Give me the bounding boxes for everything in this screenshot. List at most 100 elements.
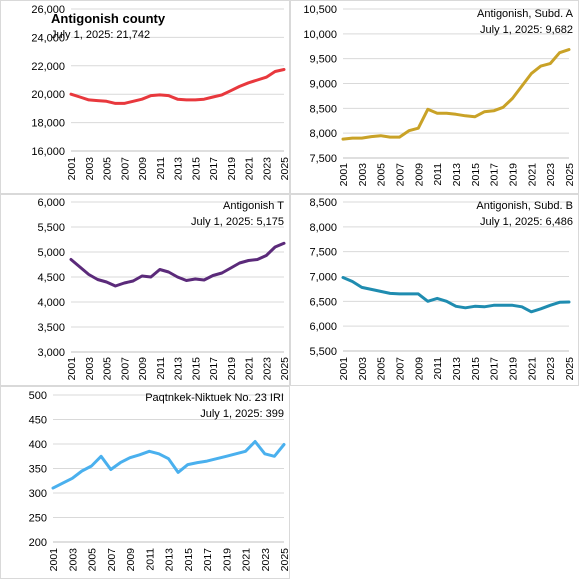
- y-tick-label: 7,500: [309, 247, 337, 259]
- chart-panel-antigonish-county: 16,000 18,000 20,000 22,000 24,000 26,000 2001…: [0, 0, 291, 194]
- x-tick-label: 2013: [451, 357, 463, 381]
- x-tick-label: 2005: [102, 157, 114, 181]
- x-tick-label: 2007: [119, 157, 131, 181]
- x-tick-label: 2017: [208, 357, 220, 381]
- y-tick-label: 22,000: [31, 61, 65, 73]
- x-tick-label: 2001: [66, 357, 78, 381]
- chart-title: Antigonish, Subd. B: [476, 200, 573, 212]
- x-tick-label: 2005: [376, 163, 388, 187]
- y-tick-label: 5,500: [37, 222, 65, 234]
- chart-subtitle: July 1, 2025: 399: [200, 408, 284, 420]
- x-tick-label: 2013: [164, 548, 176, 572]
- x-tick-label: 2025: [564, 357, 576, 381]
- x-tick-label: 2011: [432, 357, 444, 380]
- x-tick-label: 2007: [106, 548, 118, 572]
- x-tick-label: 2021: [244, 157, 256, 181]
- chart-title: Antigonish T: [223, 200, 284, 212]
- y-tick-label: 9,500: [309, 54, 337, 66]
- x-tick-label: 2023: [260, 548, 272, 572]
- x-tick-label: 2003: [84, 157, 96, 181]
- y-tick-label: 7,000: [309, 272, 337, 284]
- x-tick-label: 2021: [244, 357, 256, 381]
- x-tick-label: 2017: [489, 163, 501, 187]
- x-tick-label: 2019: [508, 163, 520, 187]
- x-tick-label: 2007: [395, 357, 407, 381]
- x-tick-label: 2019: [508, 357, 520, 381]
- y-tick-label: 3,500: [37, 322, 65, 334]
- chart-panel-subd-a: 7,500 8,000 8,500 9,000 9,500 10,000 10,500 200…: [290, 0, 579, 194]
- x-tick-label: 2007: [395, 163, 407, 187]
- x-tick-label: 2019: [226, 357, 238, 381]
- y-tick-label: 18,000: [31, 118, 65, 130]
- x-tick-label: 2003: [357, 357, 369, 381]
- y-tick-label: 4,500: [37, 272, 65, 284]
- y-tick-label: 8,500: [309, 103, 337, 115]
- x-tick-label: 2023: [261, 157, 273, 181]
- y-tick-label: 7,500: [309, 153, 337, 165]
- series-line: [51, 440, 286, 490]
- y-tick-label: 6,000: [309, 321, 337, 333]
- x-tick-label: 2009: [137, 357, 149, 381]
- y-tick-label: 500: [29, 390, 47, 402]
- x-tick-label: 2005: [87, 548, 99, 572]
- x-tick-label: 2005: [102, 357, 114, 381]
- x-tick-label: 2015: [190, 157, 202, 181]
- x-tick-label: 2003: [67, 548, 79, 572]
- x-tick-label: 2001: [338, 357, 350, 381]
- x-tick-label: 2005: [376, 357, 388, 381]
- y-tick-label: 450: [29, 415, 47, 427]
- chart-panel-subd-b: 5,500 6,000 6,500 7,000 7,500 8,000 8,500 2001 2…: [290, 194, 579, 386]
- chart-svg-antigonish-county: 16,000 18,000 20,000 22,000 24,000 26,000 2001…: [31, 4, 291, 181]
- chart-panel-antigonish-t: 3,000 3,500 4,000 4,500 5,000 5,500 6,000 2001 2…: [0, 194, 291, 386]
- x-tick-label: 2013: [173, 357, 185, 381]
- series-line: [341, 48, 571, 141]
- x-tick-label: 2001: [338, 163, 350, 187]
- y-tick-label: 200: [29, 537, 47, 549]
- y-tick-label: 5,000: [37, 247, 65, 259]
- y-tick-label: 10,000: [303, 29, 337, 41]
- x-tick-label: 2023: [261, 357, 273, 381]
- x-tick-label: 2025: [279, 357, 291, 381]
- y-tick-label: 16,000: [31, 146, 65, 158]
- chart-subtitle: July 1, 2025: 6,486: [480, 216, 573, 228]
- x-tick-label: 2015: [190, 357, 202, 381]
- chart-svg-subd-a: 7,500 8,000 8,500 9,000 9,500 10,000 10,500 200…: [303, 4, 576, 187]
- x-tick-label: 2019: [221, 548, 233, 572]
- y-tick-label: 4,000: [37, 297, 65, 309]
- series-line: [69, 241, 286, 288]
- x-tick-label: 2017: [202, 548, 214, 572]
- x-tick-label: 2015: [470, 163, 482, 187]
- x-tick-label: 2013: [173, 157, 185, 181]
- x-tick-label: 2015: [183, 548, 195, 572]
- chart-subtitle: July 1, 2025: 21,742: [51, 29, 151, 41]
- y-tick-label: 5,500: [309, 346, 337, 358]
- chart-title: Antigonish county: [51, 11, 166, 26]
- chart-title: Antigonish, Subd. A: [476, 8, 573, 20]
- x-tick-label: 2021: [241, 548, 253, 572]
- x-tick-label: 2025: [564, 163, 576, 187]
- y-tick-label: 6,000: [37, 197, 65, 209]
- y-tick-label: 250: [29, 513, 47, 525]
- x-tick-label: 2023: [545, 357, 557, 381]
- x-tick-label: 2013: [451, 163, 463, 187]
- y-tick-label: 20,000: [31, 89, 65, 101]
- y-tick-label: 8,500: [309, 197, 337, 209]
- x-tick-label: 2011: [155, 157, 167, 180]
- series-line: [341, 276, 571, 314]
- x-tick-label: 2003: [84, 357, 96, 381]
- x-tick-label: 2011: [432, 163, 444, 186]
- y-tick-label: 26,000: [31, 4, 65, 16]
- x-tick-label: 2003: [357, 163, 369, 187]
- y-tick-label: 400: [29, 439, 47, 451]
- y-tick-label: 8,000: [309, 222, 337, 234]
- series-line: [69, 68, 286, 105]
- x-tick-label: 2023: [545, 163, 557, 187]
- chart-svg-antigonish-t: 3,000 3,500 4,000 4,500 5,000 5,500 6,000 2001 2…: [37, 197, 291, 381]
- x-tick-label: 2015: [470, 357, 482, 381]
- x-tick-label: 2007: [119, 357, 131, 381]
- x-tick-label: 2011: [155, 357, 167, 380]
- x-tick-label: 2021: [526, 357, 538, 381]
- x-tick-label: 2011: [144, 548, 156, 571]
- chart-svg-paqtnkek: 200 250 300 350 400 450 500 2001 2003 2005 2007 200…: [29, 390, 291, 572]
- x-tick-label: 2001: [48, 548, 60, 572]
